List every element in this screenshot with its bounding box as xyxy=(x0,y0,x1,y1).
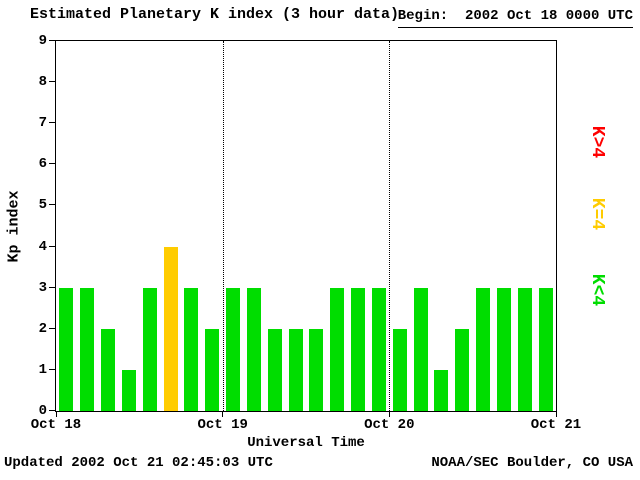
kp-bar-0 xyxy=(59,287,74,411)
kp-bar-4 xyxy=(142,287,157,411)
kp-bar-23 xyxy=(538,287,553,411)
y-tick-label-1: 1 xyxy=(38,361,47,378)
begin-label: Begin: 2002 Oct 18 0000 UTC xyxy=(397,8,633,28)
kp-bar-3 xyxy=(121,369,136,411)
kp-bar-18 xyxy=(434,369,449,411)
y-tick-label-9: 9 xyxy=(38,33,47,49)
x-day-label-0: Oct 18 xyxy=(30,417,82,433)
kp-bar-21 xyxy=(496,287,511,411)
kp-bar-6 xyxy=(184,287,199,411)
y-tick-label-2: 2 xyxy=(38,320,47,337)
kp-bar-13 xyxy=(330,287,345,411)
legend-k-below-4: K<4 xyxy=(587,273,607,307)
kp-bar-1 xyxy=(80,287,95,411)
x-tick-mark xyxy=(222,412,224,417)
kp-bar-10 xyxy=(267,328,282,411)
bars-layer xyxy=(56,41,556,411)
kp-bar-22 xyxy=(517,287,532,411)
kp-bar-8 xyxy=(226,287,241,411)
kp-bar-16 xyxy=(392,328,407,411)
kp-bar-2 xyxy=(101,328,116,411)
plot-area xyxy=(55,40,557,412)
kp-bar-5 xyxy=(163,246,178,411)
credit-label: NOAA/SEC Boulder, CO USA xyxy=(431,455,633,471)
y-tick-label-5: 5 xyxy=(38,197,47,214)
y-tick-label-4: 4 xyxy=(38,238,47,255)
x-axis-title: Universal Time xyxy=(247,435,365,451)
kp-bar-7 xyxy=(205,328,220,411)
kp-bar-14 xyxy=(351,287,366,411)
updated-label: Updated 2002 Oct 21 02:45:03 UTC xyxy=(4,455,273,471)
day-boundary-gridline xyxy=(389,41,391,411)
x-tick-mark xyxy=(388,412,390,417)
x-tick-mark xyxy=(555,412,557,417)
y-tick-label-0: 0 xyxy=(38,403,47,419)
x-day-label-3: Oct 21 xyxy=(530,417,582,433)
chart-title: Estimated Planetary K index (3 hour data… xyxy=(30,6,400,23)
kp-bar-9 xyxy=(246,287,261,411)
x-day-label-2: Oct 20 xyxy=(364,417,415,433)
kp-bar-17 xyxy=(413,287,428,411)
kp-bar-19 xyxy=(455,328,470,411)
kp-bar-15 xyxy=(371,287,386,411)
legend-k-above-4: K>4 xyxy=(587,125,607,159)
y-axis-title: Kp index xyxy=(5,190,23,263)
kp-bar-11 xyxy=(288,328,303,411)
y-tick-label-6: 6 xyxy=(38,156,47,173)
y-tick-label-3: 3 xyxy=(38,279,47,296)
kp-bar-20 xyxy=(476,287,491,411)
x-day-label-1: Oct 19 xyxy=(197,417,248,433)
y-tick-label-7: 7 xyxy=(38,115,47,132)
x-tick-mark xyxy=(55,412,57,417)
y-tick-label-8: 8 xyxy=(38,74,47,91)
legend-k-equal-4: K=4 xyxy=(587,197,607,231)
kp-bar-12 xyxy=(309,328,324,411)
day-boundary-gridline xyxy=(222,41,224,411)
